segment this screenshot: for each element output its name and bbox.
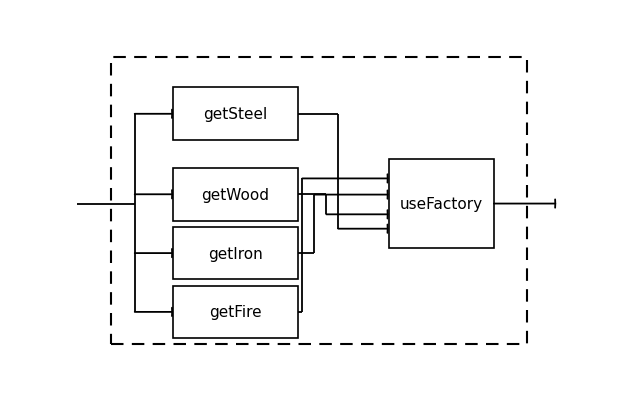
Bar — [173, 227, 298, 280]
Text: getFire: getFire — [209, 305, 261, 320]
Bar — [173, 286, 298, 338]
Bar — [389, 159, 494, 249]
Text: useFactory: useFactory — [400, 196, 483, 212]
Text: getWood: getWood — [201, 187, 269, 202]
Bar — [111, 57, 528, 344]
Text: getIron: getIron — [208, 246, 263, 261]
Bar — [173, 88, 298, 141]
Bar — [173, 168, 298, 221]
Text: getSteel: getSteel — [203, 107, 268, 122]
